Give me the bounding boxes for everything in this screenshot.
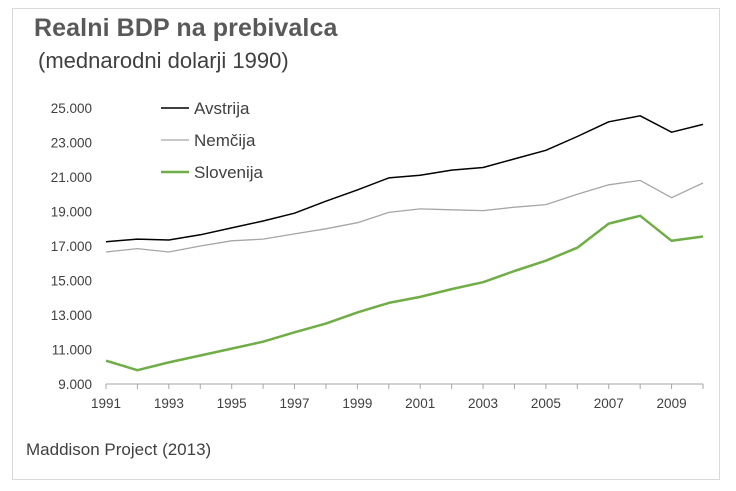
x-tick-label: 1991	[91, 396, 121, 411]
x-tick-label: 2007	[594, 396, 624, 411]
y-tick-label: 17.000	[51, 239, 92, 254]
x-tick-label: 1997	[280, 396, 310, 411]
chart-legend: Avstrija Nemčija Slovenija	[161, 99, 264, 182]
chart-frame	[12, 8, 720, 480]
chart-title: Realni BDP na prebivalca	[34, 14, 338, 42]
y-tick-label: 19.000	[51, 205, 92, 220]
series-line-nemčija	[105, 179, 704, 253]
y-tick-label: 15.000	[51, 274, 92, 289]
chart-source: Maddison Project (2013)	[26, 440, 212, 459]
x-tick-label: 2009	[657, 396, 687, 411]
series-line-avstrija	[105, 115, 704, 243]
chart-subtitle: (mednarodni dolarji 1990)	[38, 48, 289, 73]
y-tick-label: 13.000	[51, 308, 92, 323]
y-tick-label: 23.000	[51, 136, 92, 151]
chart-axes: 1991 1993 1995 1997 1999 2001 2003 2005 2007 2009…	[51, 101, 704, 411]
legend-label: Nemčija	[194, 131, 256, 150]
x-tick-label: 2005	[531, 396, 561, 411]
legend-label: Slovenija	[194, 163, 264, 182]
x-tick-label: 1995	[217, 396, 247, 411]
x-tick-label: 1993	[154, 396, 184, 411]
chart-lines	[105, 115, 704, 372]
x-tick-label: 2003	[468, 396, 498, 411]
x-tick-label: 1999	[342, 396, 372, 411]
y-tick-label: 21.000	[51, 170, 92, 185]
y-tick-label: 11.000	[52, 343, 92, 358]
legend-label: Avstrija	[194, 99, 250, 118]
y-tick-label: 9.000	[58, 377, 92, 392]
x-tick-label: 2001	[405, 396, 435, 411]
y-tick-label: 25.000	[51, 101, 92, 116]
series-line-slovenija	[105, 214, 704, 372]
